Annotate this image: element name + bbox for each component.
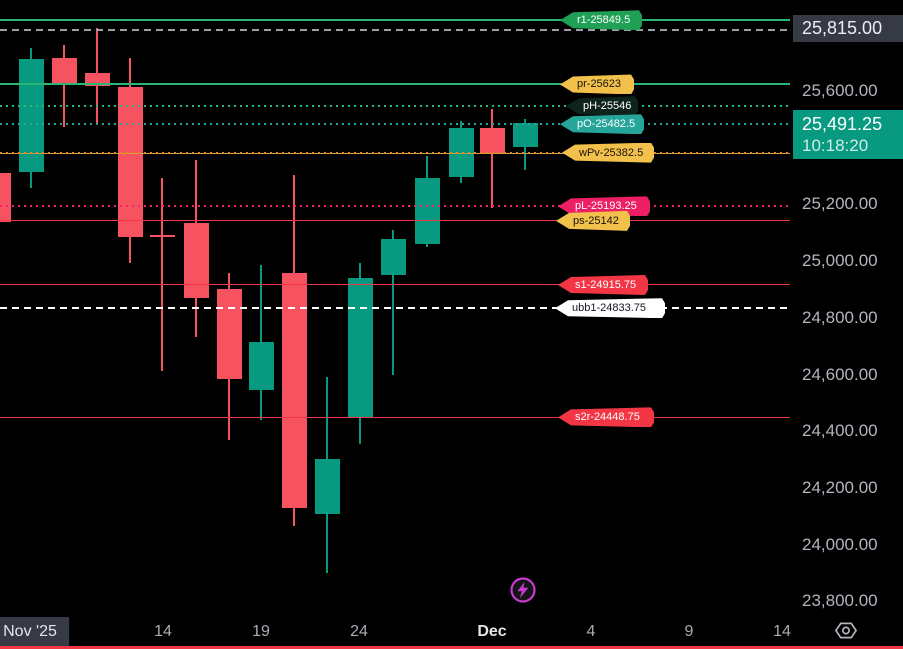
candlestick — [281, 273, 307, 509]
level-flag-ubb1[interactable]: ubb1-24833.75 — [555, 298, 665, 318]
level-flag-pr[interactable]: pr-25623 — [560, 74, 634, 94]
candlestick — [84, 73, 110, 86]
price-tick: 24,400.00 — [802, 421, 878, 441]
candle-wick — [63, 45, 65, 127]
level-line-ps — [0, 220, 790, 222]
level-line-s2r — [0, 416, 790, 418]
price-tick: 24,600.00 — [802, 364, 878, 384]
time-label-4: 4 — [586, 623, 596, 640]
candlestick — [380, 238, 406, 275]
candlestick — [314, 458, 340, 514]
candlestick — [216, 288, 242, 380]
price-tick: 25,200.00 — [802, 194, 878, 214]
time-label-dec: Dec — [477, 623, 507, 640]
price-tick: 24,800.00 — [802, 307, 878, 327]
candlestick — [117, 87, 143, 237]
level-line-pH — [0, 105, 790, 108]
price-axis[interactable]: 25,815.00 25,491.25 10:18:20 25,600.00 25… — [790, 0, 903, 615]
flash-icon[interactable] — [509, 576, 537, 604]
time-label-19: 19 — [252, 623, 270, 640]
time-label-14: 14 — [773, 623, 791, 640]
candlestick — [0, 172, 11, 222]
level-line-pr — [0, 83, 790, 86]
level-line-wPv — [0, 151, 790, 154]
level-line-r1 — [0, 19, 790, 22]
current-price-value: 25,491.25 — [802, 113, 883, 134]
candlestick — [149, 235, 175, 238]
price-tick: 24,200.00 — [802, 477, 878, 497]
candle-wick — [491, 109, 493, 209]
candlestick — [512, 123, 538, 147]
current-price-box: 25,491.25 10:18:20 — [793, 109, 903, 159]
level-line-pL — [0, 205, 790, 208]
time-label-24: 24 — [350, 623, 368, 640]
candlestick — [248, 341, 274, 391]
bottom-accent-line — [0, 646, 903, 649]
axis-label-25815: 25,815.00 — [793, 15, 903, 43]
current-price-time: 10:18:20 — [802, 135, 869, 155]
level-line-s1 — [0, 284, 790, 286]
time-label-14: 14 — [154, 623, 172, 640]
time-label-9: 9 — [684, 623, 694, 640]
price-tick: 23,800.00 — [802, 591, 878, 611]
candle-wick — [161, 178, 163, 372]
candlestick — [414, 178, 440, 245]
level-line-ubb1 — [0, 307, 790, 310]
time-label-nov-25: Nov '25 — [0, 617, 69, 647]
axis-settings-gear-icon[interactable] — [834, 620, 858, 641]
candlestick — [479, 127, 505, 153]
time-axis[interactable]: Nov '25 14 19 24 Dec 4 9 14 — [0, 615, 903, 649]
price-tick: 25,000.00 — [802, 251, 878, 271]
level-flag-r1[interactable]: r1-25849.5 — [560, 10, 642, 30]
candlestick — [183, 223, 209, 298]
chart-pane[interactable]: r1-25849.5 pr-25623 pH-25546 pO-25482.5 wPv-… — [0, 0, 790, 615]
price-tick: 24,000.00 — [802, 534, 878, 554]
level-flag-ps[interactable]: ps-25142 — [556, 211, 630, 231]
level-flag-pH[interactable]: pH-25546 — [566, 96, 638, 116]
candle-wick — [392, 229, 394, 376]
candlestick — [18, 58, 44, 173]
level-line-hi — [0, 29, 790, 32]
price-tick: 25,600.00 — [802, 81, 878, 100]
candlestick — [51, 58, 77, 84]
level-flag-s1[interactable]: s1-24915.75 — [558, 275, 648, 295]
candlestick — [347, 278, 373, 418]
level-line-pO — [0, 123, 790, 126]
level-flag-wPv[interactable]: wPv-25382.5 — [562, 143, 654, 163]
level-flag-pO[interactable]: pO-25482.5 — [560, 114, 644, 134]
level-flag-s2r[interactable]: s2r-24448.75 — [558, 407, 654, 427]
